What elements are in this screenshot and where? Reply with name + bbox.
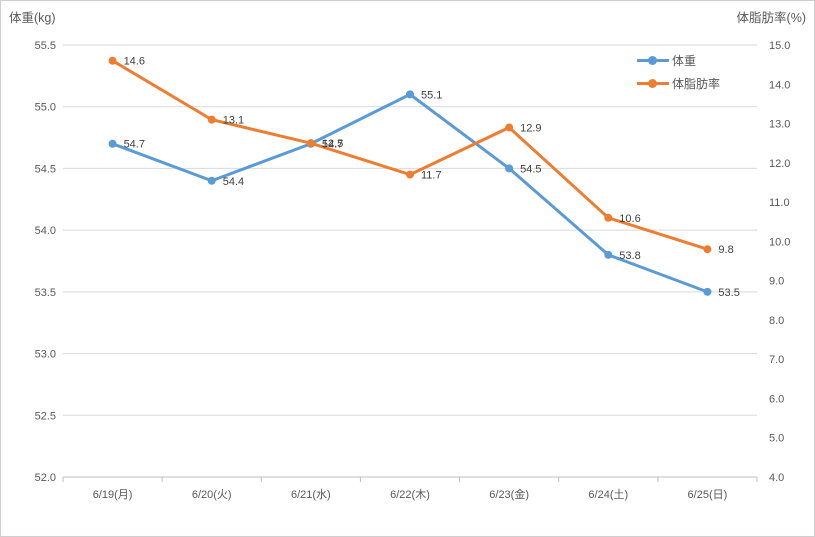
weight-data-label: 53.5 [718,287,739,299]
legend-item-weight[interactable]: 体重 [637,51,720,69]
weight-data-label: 55.1 [421,89,442,101]
right-axis-tick-label: 10.0 [769,236,790,248]
x-axis-category-label: 6/25(日) [688,489,728,501]
x-axis-category-label: 6/19(月) [93,489,133,501]
right-axis-tick-label: 4.0 [769,472,784,484]
left-axis-title: 体重(kg) [9,11,56,25]
body_fat-data-point-marker[interactable] [604,213,613,222]
body_fat-data-label: 14.6 [124,56,145,68]
body_fat-data-label: 10.6 [619,213,640,225]
left-axis-tick-label: 54.5 [35,163,56,175]
body_fat-data-point-marker[interactable] [406,170,414,179]
weight-data-point-marker[interactable] [604,250,613,259]
left-axis-tick-label: 53.0 [35,349,56,361]
x-axis-category-label: 6/23(金) [489,487,529,501]
right-axis-tick-label: 13.0 [769,119,790,131]
legend-item-body-fat[interactable]: 体脂肪率 [637,74,720,92]
x-axis-category-label: 6/20(火) [192,489,232,501]
body_fat-data-point-marker[interactable] [306,139,315,148]
left-axis-tick-label: 54.0 [35,225,56,237]
weight-data-label: 53.8 [619,250,640,262]
left-axis-tick-label: 55.0 [35,102,56,114]
weight-data-point-marker[interactable] [505,164,514,173]
left-axis-tick-label: 53.5 [35,287,56,299]
body_fat-data-label: 13.1 [223,115,244,127]
weight-data-point-marker[interactable] [108,139,117,148]
body_fat-data-point-marker[interactable] [703,245,712,254]
body_fat-series-line [111,59,709,251]
right-axis-tick-label: 8.0 [769,315,784,327]
right-axis-title: 体脂肪率(%) [736,11,806,25]
body_fat-data-point-marker[interactable] [207,115,216,124]
weight-data-label: 54.7 [124,139,145,151]
left-axis-tick-label: 52.5 [35,410,56,422]
x-axis-category-label: 6/24(土) [588,488,628,501]
body_fat-data-label: 9.8 [718,244,733,256]
body_fat-data-point-marker[interactable] [505,123,514,132]
right-axis-tick-label: 7.0 [769,354,784,366]
legend: 体重 体脂肪率 [637,51,720,97]
left-axis-tick-label: 55.5 [35,40,56,52]
body_fat-data-label: 11.7 [421,170,442,182]
weight-data-label: 54.5 [520,163,541,175]
left-axis-tick-label: 52.0 [35,472,56,484]
body-fat-legend-marker-icon [637,78,669,88]
legend-label-body-fat: 体脂肪率 [672,76,721,91]
right-axis-tick-label: 9.0 [769,276,784,288]
right-axis-tick-label: 5.0 [769,433,784,445]
weight-data-point-marker[interactable] [207,176,216,185]
weight-series-line [111,92,709,294]
weight-data-label: 54.7 [322,139,343,151]
body_fat-data-label: 12.9 [520,122,541,134]
legend-label-weight: 体重 [672,53,697,68]
weight-data-point-marker[interactable] [406,90,414,99]
body_fat-data-label: 12.5 [322,138,343,150]
weight-data-point-marker[interactable] [703,287,712,296]
weight-legend-marker-icon [637,55,669,65]
right-axis-tick-label: 14.0 [769,79,790,91]
right-axis-tick-label: 6.0 [769,393,784,405]
right-axis-tick-label: 15.0 [769,40,790,52]
x-axis-category-label: 6/22(木) [390,488,430,501]
right-axis-tick-label: 11.0 [769,197,790,209]
weight-data-label: 54.4 [223,176,244,188]
body_fat-data-point-marker[interactable] [108,56,117,65]
right-axis-tick-label: 12.0 [769,158,790,170]
x-axis-category-label: 6/21(水) [291,488,331,501]
